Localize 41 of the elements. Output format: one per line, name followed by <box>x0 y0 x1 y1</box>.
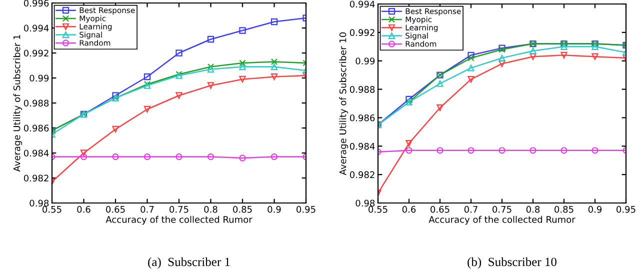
x-tick-label: 0.9 <box>588 206 602 213</box>
x-tick-label: 0.6 <box>77 206 90 213</box>
text: (b) Subscriber 10 <box>468 257 556 269</box>
x-tick-label: 0.7 <box>140 206 154 213</box>
x-tick-label: 0.8 <box>204 206 218 213</box>
y-tick-label: 0.98 <box>30 200 49 207</box>
y-tick-label: 0.99 <box>30 74 49 82</box>
y-axis-title: Average Utility of Subscriber 1 <box>13 35 22 172</box>
y-tick-label: 0.984 <box>24 150 49 157</box>
text: (a) Subscriber 1 <box>148 257 230 269</box>
y-tick-label: 0.982 <box>24 174 48 182</box>
x-tick-label: 0.95 <box>296 206 316 213</box>
x-tick-label: 0.75 <box>170 206 188 213</box>
x-tick-label: 0.9 <box>268 206 281 213</box>
y-tick-label: 0.986 <box>24 124 49 132</box>
x-tick-label: 0.7 <box>464 206 478 213</box>
x-tick-label: 0.75 <box>492 206 512 213</box>
x-tick-label: 0.85 <box>554 206 574 213</box>
y-tick-label: 0.984 <box>350 142 375 150</box>
x-tick-label: 0.65 <box>106 206 125 213</box>
y-tick-label: 0.982 <box>350 171 374 178</box>
x-tick-label: 0.8 <box>526 206 540 213</box>
y-tick-label: 0.992 <box>24 50 48 57</box>
x-tick-label: 0.85 <box>233 206 252 213</box>
y-tick-label: 0.988 <box>350 86 375 93</box>
y-tick-label: 0.99 <box>356 58 375 64</box>
y-axis-title: Average Utility of Subscriber 10 <box>339 32 348 176</box>
y-tick-label: 0.996 <box>24 0 49 7</box>
y-tick-label: 0.992 <box>350 29 374 36</box>
y-tick-label: 0.988 <box>24 100 49 107</box>
y-tick-label: 0.994 <box>24 24 49 32</box>
x-axis-title: Accuracy of the collected Rumor <box>428 216 576 225</box>
x-tick-label: 0.95 <box>616 206 636 213</box>
x-tick-label: 0.65 <box>430 206 450 213</box>
y-tick-label: 0.994 <box>350 0 375 8</box>
x-tick-label: 0.55 <box>42 206 62 213</box>
x-axis-title: Accuracy of the collected Rumor <box>106 216 252 225</box>
y-tick-label: 0.98 <box>356 200 375 207</box>
x-tick-label: 0.6 <box>402 206 416 213</box>
x-tick-label: 0.55 <box>368 206 388 213</box>
y-tick-label: 0.986 <box>350 114 375 122</box>
